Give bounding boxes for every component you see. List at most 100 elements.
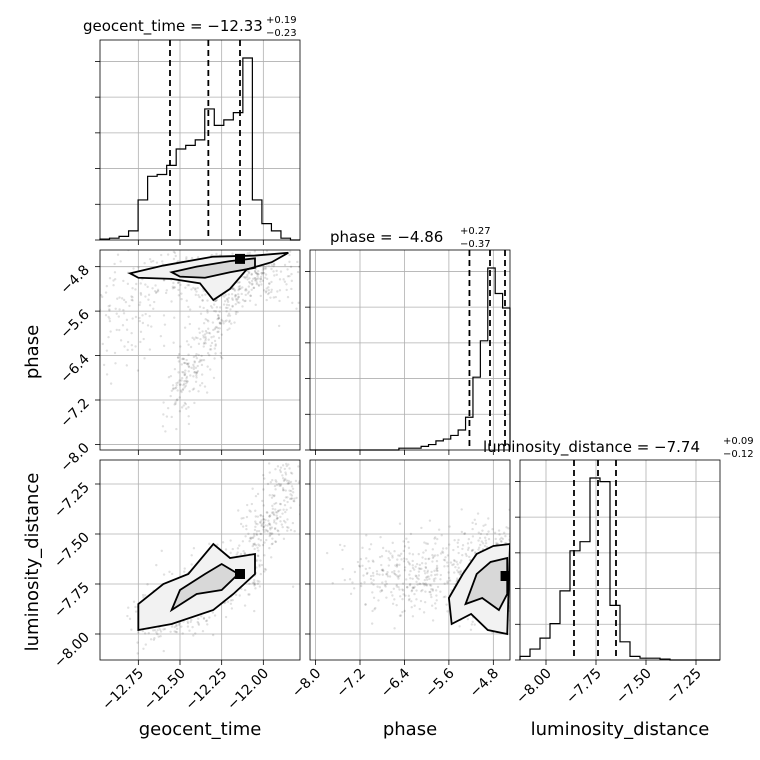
sample-point (146, 324, 150, 327)
sample-point (431, 553, 434, 557)
title-phase: phase = −4.86 (330, 228, 443, 246)
sample-point (391, 602, 395, 606)
sample-point (411, 577, 414, 580)
sample-point (241, 286, 244, 289)
sample-point (254, 515, 257, 518)
sample-point (214, 299, 218, 303)
sample-point (213, 339, 217, 343)
sample-point (393, 627, 396, 630)
sample-point (285, 246, 287, 248)
sample-point (396, 564, 399, 567)
sample-point (468, 555, 471, 559)
sample-point (401, 610, 404, 614)
sample-point (424, 549, 428, 552)
sample-point (208, 332, 212, 335)
sample-point (281, 525, 284, 529)
sample-point (361, 546, 364, 550)
sample-point (504, 534, 507, 538)
sample-point (132, 243, 134, 245)
sample-point (200, 363, 204, 367)
sample-point (277, 324, 281, 328)
sample-point (219, 321, 222, 324)
sample-point (364, 603, 367, 606)
sample-point (284, 473, 288, 476)
sample-point (425, 584, 429, 587)
sample-point (162, 344, 166, 348)
sample-point (484, 539, 487, 542)
sample-point (288, 274, 291, 278)
sample-point (229, 308, 232, 311)
sample-point (282, 537, 286, 541)
sample-point (276, 290, 279, 293)
sample-point (395, 583, 398, 587)
sample-point (413, 585, 416, 589)
sample-point (211, 321, 215, 324)
sample-point (401, 589, 405, 592)
sample-point (405, 585, 409, 589)
sample-point (267, 282, 271, 285)
sample-point (477, 539, 480, 542)
sample-point (436, 585, 440, 589)
sample-point (115, 312, 118, 315)
sample-point (167, 376, 171, 379)
sample-point (154, 291, 158, 295)
sample-point (286, 518, 289, 521)
sample-point (395, 603, 398, 607)
sample-point (248, 537, 252, 540)
sample-point (176, 356, 180, 359)
sample-point (246, 273, 249, 277)
sample-point (295, 496, 298, 500)
sample-point (254, 509, 257, 512)
sample-point (460, 508, 463, 511)
sample-point (419, 582, 422, 586)
sample-point (404, 594, 407, 597)
sample-point (248, 593, 251, 596)
sample-point (185, 340, 189, 343)
sample-point (209, 344, 212, 347)
sample-point (447, 576, 451, 580)
sample-point (224, 293, 227, 297)
sample-point (242, 516, 245, 520)
sample-point (498, 533, 501, 536)
sample-point (459, 561, 462, 564)
sample-point (183, 382, 186, 386)
sample-point (196, 336, 199, 340)
sample-point (192, 634, 195, 637)
sample-point (257, 284, 261, 287)
sample-point (116, 253, 120, 256)
sample-point (155, 290, 158, 294)
sample-point (251, 277, 255, 280)
sample-point (254, 494, 258, 498)
sample-point (448, 543, 451, 546)
sample-point (281, 512, 284, 515)
sample-point (405, 537, 408, 540)
sample-point (433, 573, 437, 577)
sample-point (122, 279, 125, 283)
sample-point (176, 281, 180, 285)
sample-point (128, 617, 132, 621)
sample-point (147, 293, 151, 297)
sample-point (285, 479, 289, 482)
sample-point (303, 495, 305, 497)
sample-point (448, 579, 452, 582)
sample-point (214, 299, 217, 302)
sample-point (536, 582, 538, 584)
sample-point (238, 287, 241, 291)
sample-point (179, 389, 183, 392)
sample-point (444, 595, 447, 598)
sample-point (411, 564, 414, 567)
sample-point (352, 587, 356, 590)
sample-point (219, 351, 223, 355)
sample-point (212, 328, 215, 332)
sample-point (550, 575, 552, 577)
sample-point (515, 590, 517, 592)
sample-point (265, 538, 268, 542)
sample-point (159, 630, 163, 633)
sample-point (188, 322, 192, 326)
sample-point (517, 583, 519, 585)
sample-point (254, 303, 257, 307)
sample-point (279, 484, 282, 487)
sample-point (256, 492, 260, 496)
sample-point (185, 257, 188, 261)
sample-point (509, 539, 510, 543)
